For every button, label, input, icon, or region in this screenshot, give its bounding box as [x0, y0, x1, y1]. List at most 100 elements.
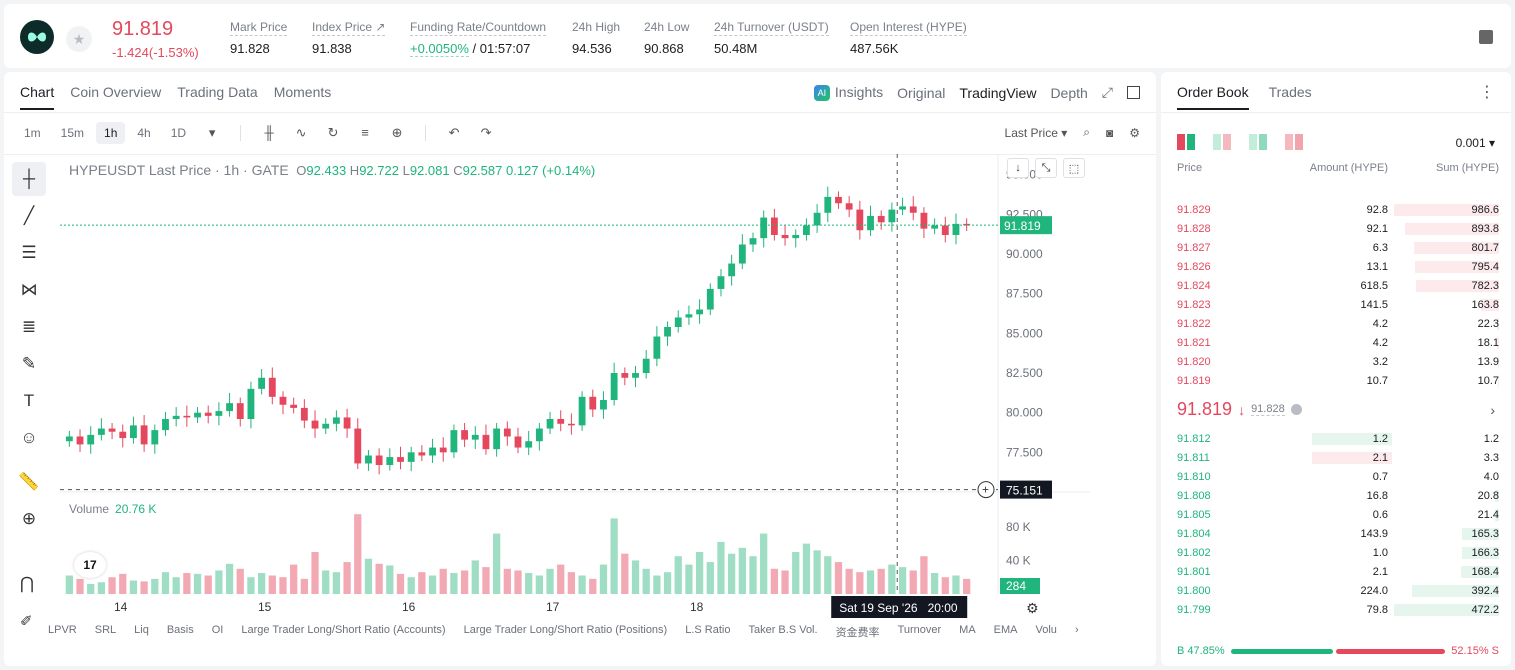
view-original[interactable]: Original — [897, 84, 946, 101]
candle — [899, 206, 906, 210]
tab-moments[interactable]: Moments — [273, 84, 332, 100]
trendline-icon[interactable]: ╱ — [23, 206, 35, 225]
tab-trading-data[interactable]: Trading Data — [177, 84, 258, 100]
bid-row[interactable]: 91.812 1.2 1.2 — [1177, 429, 1499, 448]
ask-row[interactable]: 91.828 92.1 893.8 — [1177, 219, 1499, 238]
magnet-icon[interactable]: ⋂ — [20, 574, 34, 593]
bid-row[interactable]: 91.800 224.0 392.4 — [1177, 581, 1499, 600]
bid-row[interactable]: 91.805 0.6 21.4 — [1177, 505, 1499, 524]
text-icon[interactable]: T — [23, 391, 35, 410]
tab-coin-overview[interactable]: Coin Overview — [70, 84, 162, 100]
bid-row[interactable]: 91.808 16.8 20.8 — [1177, 486, 1499, 505]
expand-icon[interactable]: ⤢ — [1101, 84, 1113, 101]
indicator-0[interactable]: LPVR — [48, 624, 77, 636]
indicator-5[interactable]: Large Trader Long/Short Ratio (Accounts) — [241, 624, 446, 636]
bid-row[interactable]: 91.799 79.8 472.2 — [1177, 600, 1499, 619]
ask-row[interactable]: 91.821 4.2 18.1 — [1177, 333, 1499, 352]
ask-row[interactable]: 91.819 10.7 10.7 — [1177, 371, 1499, 390]
tradingview-logo[interactable]: 17 — [74, 552, 106, 578]
tab-chart[interactable]: Chart — [20, 84, 55, 110]
indicator-3[interactable]: Basis — [166, 624, 194, 636]
indicators-icon[interactable]: ∿ — [295, 125, 307, 140]
pencil-icon[interactable]: ✐ — [20, 613, 33, 630]
pattern-icon[interactable]: ⋈ — [20, 280, 38, 299]
indicator-7[interactable]: L.S Ratio — [685, 624, 731, 636]
indicator-12[interactable]: EMA — [993, 624, 1018, 636]
interval-15m[interactable]: 15m — [60, 126, 85, 140]
chevron-down-icon[interactable]: ▾ — [208, 125, 216, 140]
more-vertical-icon[interactable]: ⋮ — [1479, 84, 1495, 101]
refresh-icon[interactable]: ↻ — [327, 125, 339, 140]
tab-trades[interactable]: Trades — [1268, 84, 1312, 100]
tab-order-book[interactable]: Order Book — [1177, 84, 1249, 110]
zoom-icon[interactable]: ⊕ — [21, 509, 37, 528]
scroll-down-icon[interactable]: ↓ — [1007, 158, 1029, 178]
indicator-10[interactable]: Turnover — [897, 624, 942, 636]
view-both-icon[interactable] — [1177, 134, 1195, 150]
stat-index-price[interactable]: Index Price ↗ 91.838 — [312, 20, 386, 56]
stat-funding-rate[interactable]: Funding Rate/Countdown +0.0050% / 01:57:… — [410, 20, 547, 57]
ask-row[interactable]: 91.827 6.3 801.7 — [1177, 238, 1499, 257]
bid-row[interactable]: 91.811 2.1 3.3 — [1177, 448, 1499, 467]
fullscreen-icon[interactable]: ⬚ — [1063, 158, 1085, 178]
bid-row[interactable]: 91.801 2.1 168.4 — [1177, 562, 1499, 581]
favorite-star-icon[interactable]: ★ — [66, 26, 92, 52]
y-tick-label: 80.000 — [1006, 406, 1043, 420]
search-icon[interactable]: ⌕ — [1083, 125, 1090, 139]
stat-open-interest[interactable]: Open Interest (HYPE) 487.56K — [850, 20, 967, 56]
indicator-13[interactable]: Volu — [1035, 624, 1057, 636]
indicator-4[interactable]: OI — [211, 624, 224, 636]
window-icon[interactable] — [1127, 86, 1140, 100]
add-plus-icon[interactable]: ⊕ — [391, 125, 403, 140]
view-asks-icon[interactable] — [1285, 134, 1303, 150]
fib-icon[interactable]: ≣ — [21, 317, 37, 336]
axis-settings-icon[interactable]: ⚙ — [1026, 600, 1039, 616]
bid-row[interactable]: 91.810 0.7 4.0 — [1177, 467, 1499, 486]
brush-icon[interactable]: ✎ — [21, 354, 37, 373]
price-type-select[interactable]: Last Price ▾ — [1004, 125, 1068, 140]
view-tradingview[interactable]: TradingView — [959, 84, 1037, 101]
gear-icon[interactable]: ⚙ — [1129, 125, 1140, 140]
undo-icon[interactable]: ↶ — [448, 125, 460, 140]
view-bids-icon[interactable] — [1249, 134, 1267, 150]
precision-select[interactable]: 0.001 ▾ — [1455, 136, 1495, 150]
chevron-right-icon[interactable]: › — [1074, 624, 1079, 636]
ask-row[interactable]: 91.826 13.1 795.4 — [1177, 257, 1499, 276]
order-sum: 893.8 — [1392, 222, 1499, 235]
indicator-9[interactable]: 资金费率 — [835, 627, 880, 639]
templates-icon[interactable]: ≡ — [361, 125, 369, 140]
bid-row[interactable]: 91.804 143.9 165.3 — [1177, 524, 1499, 543]
stat-mark-price[interactable]: Mark Price 91.828 — [230, 20, 288, 56]
candle-type-icon[interactable]: ╫ — [264, 125, 274, 140]
ask-row[interactable]: 91.822 4.2 22.3 — [1177, 314, 1499, 333]
interval-1d[interactable]: 1D — [170, 126, 187, 140]
indicator-8[interactable]: Taker B.S Vol. — [748, 624, 818, 636]
view-depth[interactable]: Depth — [1050, 84, 1088, 101]
camera-icon[interactable]: ◙ — [1105, 125, 1114, 140]
horizontal-lines-icon[interactable]: ☰ — [21, 243, 37, 262]
collapse-icon[interactable]: ⤡ — [1035, 158, 1057, 178]
indicator-6[interactable]: Large Trader Long/Short Ratio (Positions… — [463, 624, 668, 636]
chevron-right-icon[interactable]: › — [1490, 402, 1495, 418]
indicator-2[interactable]: Liq — [134, 624, 149, 636]
ask-row[interactable]: 91.823 141.5 163.8 — [1177, 295, 1499, 314]
view-asks-bids-icon[interactable] — [1213, 134, 1231, 150]
ask-row[interactable]: 91.820 3.2 13.9 — [1177, 352, 1499, 371]
bid-row[interactable]: 91.802 1.0 166.3 — [1177, 543, 1499, 562]
emoji-icon[interactable]: ☺ — [20, 428, 38, 447]
interval-1m[interactable]: 1m — [24, 126, 41, 140]
interval-1h[interactable]: 1h — [96, 122, 126, 144]
interval-4h[interactable]: 4h — [137, 126, 151, 140]
crosshair-icon[interactable]: ┼ — [12, 162, 46, 196]
indicator-11[interactable]: MA — [959, 624, 976, 636]
ask-row[interactable]: 91.829 92.8 986.6 — [1177, 200, 1499, 219]
ask-row[interactable]: 91.824 618.5 782.3 — [1177, 276, 1499, 295]
indicator-1[interactable]: SRL — [94, 624, 117, 636]
insights-button[interactable]: AI Insights — [813, 84, 883, 102]
stat-24h-turnover[interactable]: 24h Turnover (USDT) 50.48M — [714, 20, 829, 56]
volume-bar — [866, 570, 875, 594]
candlestick-chart[interactable]: 95.00092.50090.00087.50085.00082.50080.0… — [60, 154, 1090, 594]
redo-icon[interactable]: ↷ — [480, 125, 492, 140]
guide-book-icon[interactable] — [1479, 30, 1493, 44]
ruler-icon[interactable]: 📏 — [18, 472, 40, 491]
